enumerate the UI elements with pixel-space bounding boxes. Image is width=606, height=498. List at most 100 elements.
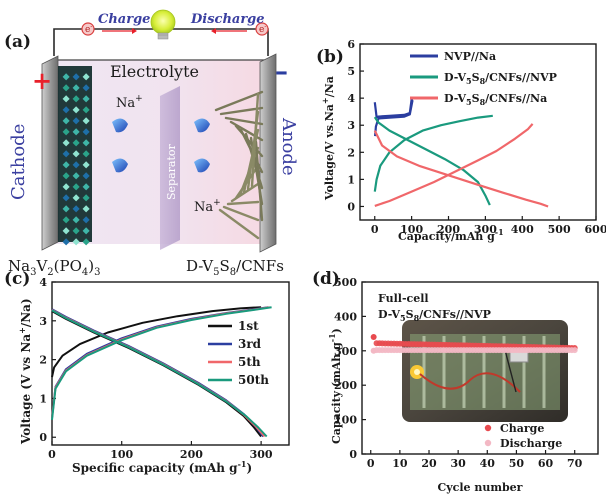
y-tick-label: 400 bbox=[334, 310, 357, 323]
nanofiber-strand bbox=[222, 205, 260, 222]
y-tick-label: 2 bbox=[347, 146, 355, 159]
legend-label: 1st bbox=[238, 319, 259, 333]
x-axis-label: Cycle number bbox=[438, 481, 523, 494]
series-line bbox=[373, 116, 491, 206]
crystal-cell bbox=[82, 106, 90, 114]
panel-b: (b) 0 100 200 300 400 500 600 0 1 2 3 4 5 6 NVP//Na D-V… bbox=[316, 38, 606, 243]
x-tick-label: 70 bbox=[567, 457, 583, 470]
crystal-cell bbox=[82, 84, 90, 92]
series-charge-line bbox=[51, 306, 272, 420]
y-axis-label: Capacity (mAh g-1) bbox=[327, 328, 343, 444]
discharge-arrow-icon bbox=[211, 28, 247, 34]
y-tick-label: 200 bbox=[334, 379, 357, 392]
crystal-cell bbox=[82, 95, 90, 103]
x-tick-label: 60 bbox=[538, 457, 554, 470]
na-ion-label-top: Na+ bbox=[116, 94, 143, 111]
wire bbox=[504, 349, 517, 393]
x-tick-label: 600 bbox=[585, 223, 606, 236]
x-tick-label: 0 bbox=[371, 223, 379, 236]
na-ion-label-bottom: Na+ bbox=[194, 198, 221, 215]
plot-frame bbox=[361, 281, 599, 455]
legend-marker bbox=[484, 424, 492, 432]
svg-text:e-: e- bbox=[85, 23, 92, 35]
crystal-cell bbox=[62, 73, 70, 81]
y-axis-label: Voltage/V vs.Na+/Na bbox=[320, 76, 336, 201]
minus-sign: – bbox=[275, 57, 288, 87]
y-tick-label: 0 bbox=[39, 431, 47, 444]
x-tick-label: 200 bbox=[437, 223, 460, 236]
panel-c: (c) 0 100 200 300 0 1 2 3 4 1st 3rd 5th 50th Specific… bbox=[4, 269, 290, 475]
legend-label: 3rd bbox=[238, 337, 262, 351]
legend-label: 50th bbox=[238, 373, 269, 387]
legend-label: 5th bbox=[238, 355, 261, 369]
plus-sign: + bbox=[32, 66, 52, 95]
y-tick-label: 5 bbox=[347, 65, 355, 78]
y-axis-label: Voltage (V vs Na+/Na) bbox=[17, 298, 33, 445]
x-axis-label: Specific capacity (mAh g-1) bbox=[72, 459, 252, 475]
nanofiber-strand bbox=[214, 90, 264, 112]
separator-label: Separator bbox=[165, 143, 178, 200]
cathode-material-label: Na3V2(PO4)3 bbox=[8, 257, 101, 278]
y-tick-label: 300 bbox=[334, 345, 357, 358]
x-tick-label: 0 bbox=[48, 448, 56, 461]
x-tick-label: 50 bbox=[509, 457, 525, 470]
y-tick-label: 4 bbox=[347, 92, 355, 105]
x-axis-label: Capacity/mAh g-1 bbox=[398, 227, 504, 243]
x-tick-label: 300 bbox=[250, 448, 273, 461]
chart-b: 0 100 200 300 400 500 600 0 1 2 3 4 5 6 NVP//Na D-V5S8/… bbox=[320, 38, 606, 243]
inset-subtitle: D-V5S8/CNFs//NVP bbox=[378, 308, 491, 323]
cathode-label: Cathode bbox=[8, 124, 29, 200]
nanofiber-strand bbox=[218, 208, 260, 240]
y-tick-label: 4 bbox=[39, 276, 47, 289]
crystal-cell bbox=[82, 117, 90, 125]
nanofiber-strand bbox=[219, 106, 264, 116]
crystal-cell bbox=[62, 117, 70, 125]
panel-a-label: (a) bbox=[4, 32, 31, 52]
discharge-label: Discharge bbox=[190, 12, 265, 27]
nanofiber-strand bbox=[254, 140, 264, 222]
legend-label: Charge bbox=[500, 422, 544, 435]
legend-marker bbox=[484, 439, 492, 447]
x-tick-label: 0 bbox=[367, 457, 375, 470]
legend-label: NVP//Na bbox=[444, 50, 496, 63]
nanofiber-strand bbox=[250, 92, 260, 188]
anode-nanofiber-mesh bbox=[214, 90, 264, 240]
series-charge-line bbox=[51, 306, 262, 378]
y-tick-label: 0 bbox=[349, 448, 357, 461]
series-line bbox=[373, 130, 549, 208]
svg-text:e-: e- bbox=[259, 23, 266, 35]
crystal-cell bbox=[72, 106, 80, 114]
electron-left-icon: e- bbox=[81, 22, 95, 36]
x-tick-label: 300 bbox=[474, 223, 497, 236]
anode-label: Anode bbox=[278, 117, 299, 176]
x-tick-label: 30 bbox=[450, 457, 466, 470]
series-line bbox=[373, 114, 493, 192]
x-tick-label: 400 bbox=[511, 223, 534, 236]
crystal-cell bbox=[62, 84, 70, 92]
y-tick-label: 2 bbox=[39, 354, 47, 367]
anode-electrode bbox=[259, 53, 277, 253]
data-point bbox=[571, 347, 578, 354]
chart-d: 0 10 20 30 40 50 60 70 0 100 200 300 400 500 Full-cell… bbox=[327, 276, 599, 494]
panel-a: (a) e- e- Charge Discharge bbox=[4, 9, 299, 278]
chart-c: 0 100 200 300 0 1 2 3 4 1st 3rd 5th 50th Specific cap… bbox=[17, 276, 290, 475]
x-tick-label: 100 bbox=[400, 223, 423, 236]
data-point bbox=[370, 334, 377, 341]
device-photo bbox=[402, 320, 568, 422]
series-discharge-line bbox=[51, 309, 268, 438]
x-tick-label: 20 bbox=[421, 457, 437, 470]
electron-right-icon: e- bbox=[255, 22, 269, 36]
y-tick-label: 0 bbox=[347, 200, 355, 213]
lightbulb-icon bbox=[150, 9, 176, 40]
plot-frame bbox=[359, 43, 597, 221]
y-tick-label: 100 bbox=[334, 414, 357, 427]
separator bbox=[160, 86, 180, 250]
crystal-cell bbox=[62, 106, 70, 114]
series-discharge-line bbox=[51, 309, 266, 438]
panel-c-label: (c) bbox=[4, 269, 30, 289]
x-tick-label: 100 bbox=[110, 448, 133, 461]
led-core bbox=[414, 369, 420, 375]
y-tick-label: 1 bbox=[347, 173, 355, 186]
